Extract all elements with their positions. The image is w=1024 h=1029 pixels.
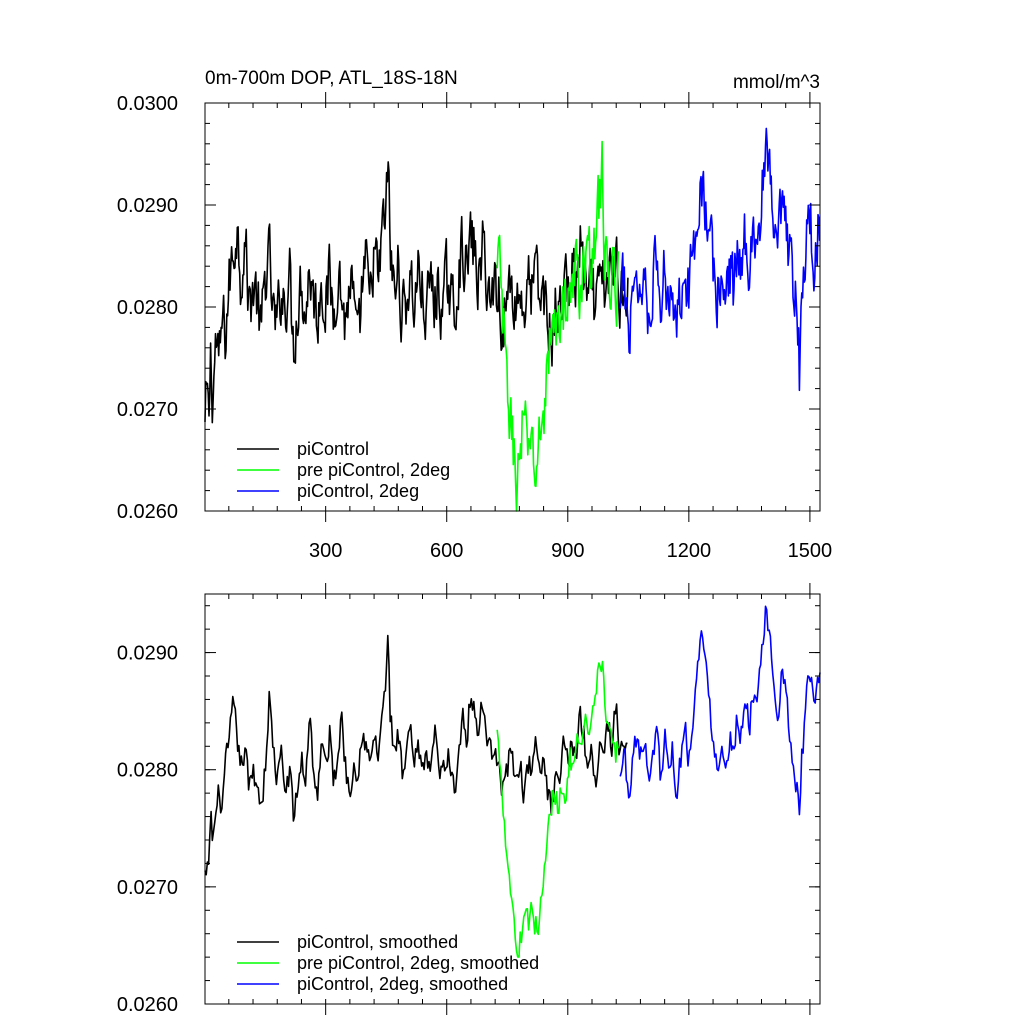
y-tick-label: 0.0280 (117, 297, 178, 319)
series-line-pre-picontrol-2deg-smoothed (496, 660, 619, 958)
y-tick-label: 0.0300 (117, 93, 178, 115)
y-tick-label: 0.0270 (117, 877, 178, 899)
y-tick-label: 0.0290 (117, 195, 178, 217)
plot-frame (204, 593, 821, 1005)
legend-label: piControl (297, 439, 369, 459)
chart-panel-1: 0.0260 0.0270 0.0280 0.0290 0.0300 300 600 900 1… (117, 68, 832, 562)
legend-label: piControl, 2deg, smoothed (297, 974, 508, 994)
chart-title: 0m-700m DOP, ATL_18S-18N (205, 68, 458, 89)
chart-panel-2: 0.0260 0.0270 0.0280 0.0290 piControl, smoot… (117, 583, 821, 1016)
legend-label: pre piControl, 2deg, smoothed (297, 953, 539, 973)
legend-label: piControl, smoothed (297, 932, 458, 952)
x-tick-label: 600 (430, 540, 463, 562)
y-tick-label: 0.0290 (117, 643, 178, 665)
legend-label: pre piControl, 2deg (297, 460, 450, 480)
x-tick-label: 1500 (788, 540, 833, 562)
y-tick-label: 0.0270 (117, 399, 178, 421)
y-tick-label: 0.0260 (117, 994, 178, 1016)
series-line-picontrol-smoothed (204, 634, 628, 876)
series-line-pre-picontrol-2deg (496, 140, 619, 512)
legend-label: piControl, 2deg (297, 481, 419, 501)
series-line-picontrol-2deg (619, 127, 821, 392)
x-tick-label: 900 (551, 540, 584, 562)
chart-units: mmol/m^3 (733, 72, 820, 93)
x-tick-label: 300 (309, 540, 342, 562)
y-tick-label: 0.0260 (117, 501, 178, 523)
series-line-picontrol-2deg-smoothed (619, 605, 821, 816)
series-line-picontrol (204, 161, 629, 424)
y-tick-label: 0.0280 (117, 760, 178, 782)
x-tick-label: 1200 (667, 540, 712, 562)
